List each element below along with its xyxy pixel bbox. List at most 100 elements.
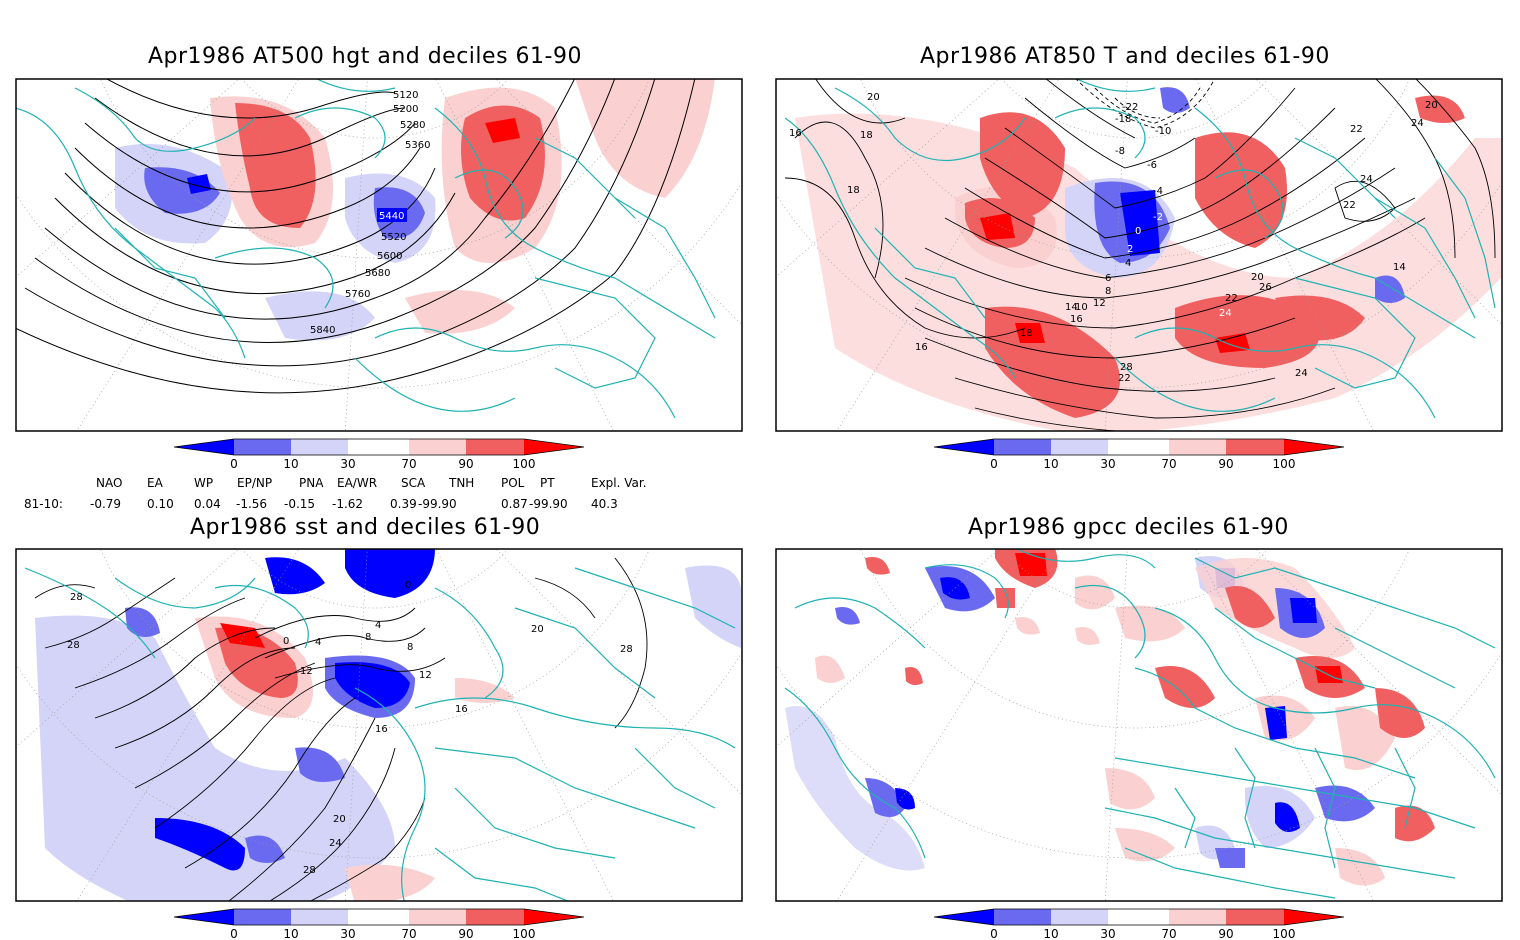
contour-label: 5280: [400, 120, 425, 131]
anomaly-high-gulfstream-core: [215, 627, 298, 698]
colorbar-tick: 10: [283, 457, 298, 471]
colorbar-swatches: [173, 908, 585, 926]
contour-label: 22: [1343, 200, 1356, 211]
colorbar-gpcc: 0 10 30 70 90 100: [933, 908, 1345, 940]
contour-label: 5200: [393, 104, 418, 115]
anomaly-low-atlantic-peak: [1120, 190, 1160, 256]
contour-label: 8: [1105, 286, 1111, 297]
colorbar-tick: 30: [340, 927, 355, 940]
anomaly-high-scand: [1195, 132, 1287, 248]
anomaly-low-sw-mid: [245, 835, 285, 863]
contour-label: 5600: [377, 251, 402, 262]
contour-label: 5680: [365, 268, 390, 279]
contour-label: -18: [1115, 114, 1131, 125]
colorbar-tick: 90: [458, 457, 473, 471]
anomaly-low-pacific-peak: [187, 174, 211, 194]
index-header: POL: [501, 476, 525, 490]
colorbar-swatches: [173, 438, 585, 456]
index-header: NAO: [96, 476, 123, 490]
contour-label: 24: [1219, 308, 1232, 319]
contour-label: 20: [1425, 100, 1438, 111]
colorbar-swatches: [933, 908, 1345, 926]
index-value: 0.39: [390, 497, 417, 511]
contour-label: 5120: [393, 90, 418, 101]
contour-label: 28: [67, 640, 80, 651]
contour-label: 28: [620, 644, 633, 655]
anomaly-low-wide: [35, 615, 395, 901]
index-value: -99.90: [529, 497, 568, 511]
contour-label: 8: [365, 632, 371, 643]
anomaly-low-europe-core: [335, 662, 410, 708]
colorbar-tick: 100: [1273, 457, 1296, 471]
colorbar-tick: 30: [1100, 927, 1115, 940]
index-value: -1.62: [332, 497, 364, 511]
index-value-row: 81-10: -0.79 0.10 0.04 -1.56 -0.15 -1.62…: [0, 497, 700, 513]
anomaly-low-south: [265, 291, 375, 341]
map-panel-t850: 20 18 16 18 -22 -18 -10 -8 -6 -4 -2 0 2 …: [775, 78, 1503, 432]
contour-label: -2: [1153, 212, 1163, 223]
index-value: 0.04: [194, 497, 221, 511]
contour-label: -8: [1115, 146, 1125, 157]
colorbar-tick: 10: [1043, 457, 1058, 471]
index-value: -1.56: [236, 497, 268, 511]
contour-label: 0: [405, 580, 411, 591]
colorbar-t850: 0 10 30 70 90 100: [933, 438, 1345, 471]
contour-label: 16: [1070, 314, 1083, 325]
panel-title-gpcc: Apr1986 gpcc deciles 61-90: [968, 515, 1289, 540]
contour-label: -10: [1155, 126, 1171, 137]
anomaly-high-namerica-core: [235, 103, 316, 228]
contour-label: 4: [375, 620, 381, 631]
index-value: -0.79: [90, 497, 122, 511]
anomaly-low-north: [265, 557, 325, 595]
anomaly-high-east: [1275, 295, 1365, 341]
colorbar-tick: 10: [283, 927, 298, 940]
contour-label: 24: [1360, 174, 1373, 185]
colorbar-hgt500: 0 10 30 70 90 100: [173, 438, 585, 471]
anomaly-low-far-east: [685, 565, 741, 648]
contour-label: 24: [329, 838, 342, 849]
contour-label: -22: [1122, 102, 1138, 113]
panel-title-sst: Apr1986 sst and deciles 61-90: [190, 515, 541, 540]
contour-label: 16: [455, 704, 468, 715]
contour-label: 24: [1295, 368, 1308, 379]
anomaly-high-med: [405, 290, 515, 334]
anomaly-high-scand-peak: [485, 118, 520, 143]
contour-label: 10: [1075, 302, 1088, 313]
colorbar-tick: 0: [230, 457, 238, 471]
anomaly-low-sw-core: [155, 818, 245, 871]
contour-label: 16: [789, 128, 802, 139]
anomaly-high-africa-peak: [1015, 323, 1045, 343]
contour-label: 12: [419, 670, 432, 681]
anomaly-low-west: [125, 607, 160, 637]
anomaly-low-north-2: [345, 549, 435, 598]
colorbar-tick: 0: [990, 457, 998, 471]
contour-label: 8: [407, 642, 413, 653]
colorbar-tick: 90: [1218, 927, 1233, 940]
anomaly-low-small: [1160, 87, 1190, 113]
contour-label: 22: [1350, 124, 1363, 135]
index-row-label: 81-10:: [24, 497, 63, 511]
anomaly-high-south: [345, 864, 435, 901]
contour-label: 6: [1105, 273, 1111, 284]
colorbar-tick: 70: [1161, 457, 1176, 471]
contour-label: 20: [531, 624, 544, 635]
contour-label: 12: [300, 666, 313, 677]
index-value: 0.10: [147, 497, 174, 511]
colorbar-tick: 70: [401, 457, 416, 471]
contour-label: 22: [1225, 293, 1238, 304]
contour-label: 2: [1127, 244, 1133, 255]
colorbar-tick: 30: [1100, 457, 1115, 471]
index-value: -0.15: [284, 497, 316, 511]
contour-label: 28: [70, 592, 83, 603]
anomaly-high-gulfstream-peak: [220, 623, 265, 648]
contour-label: 14: [1393, 262, 1406, 273]
index-value: -99.90: [418, 497, 457, 511]
colorbar-swatches: [933, 438, 1345, 456]
colorbar-tick: 0: [230, 927, 238, 940]
anomaly-low-mid: [295, 747, 345, 782]
anomaly-high-west-peak: [980, 213, 1015, 240]
index-header: PT: [540, 476, 555, 490]
contour-label: 18: [1020, 328, 1033, 339]
index-header: TNH: [449, 476, 475, 490]
colorbar-tick: 30: [340, 457, 355, 471]
